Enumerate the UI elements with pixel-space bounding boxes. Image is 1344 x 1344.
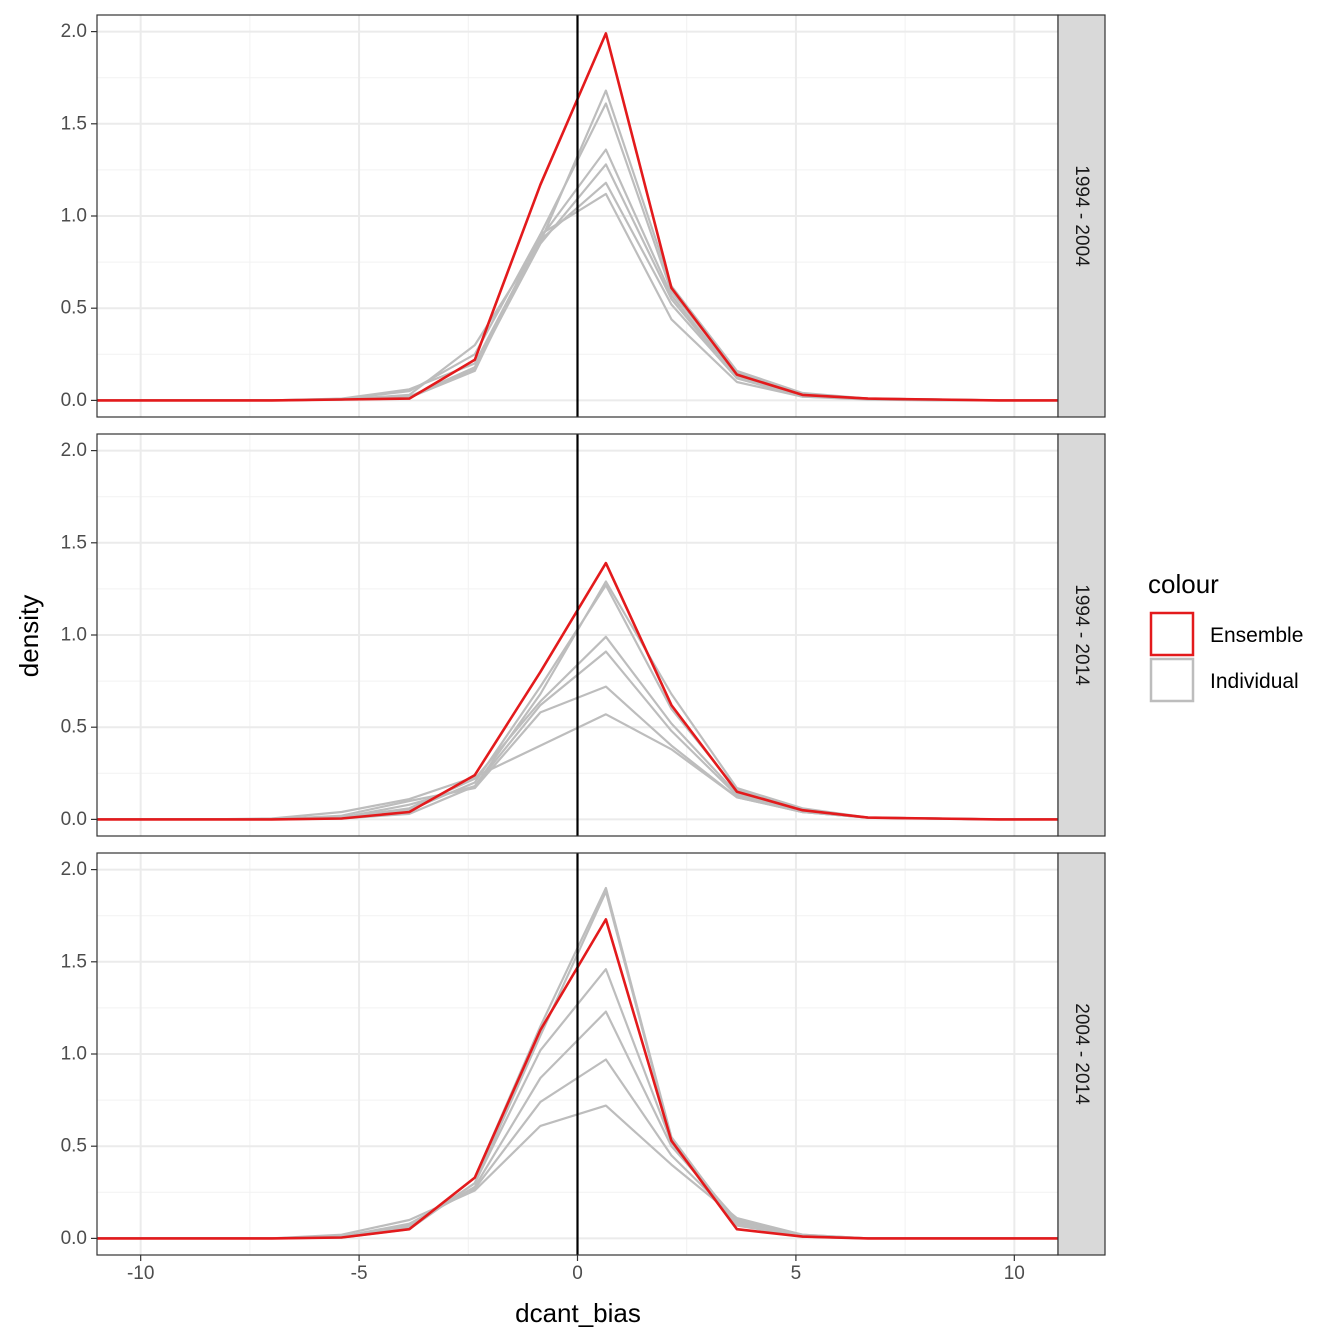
y-tick-label: 1.0 bbox=[61, 1044, 87, 1065]
facet-strip bbox=[1057, 14, 1106, 418]
legend-label-ensemble: Ensemble bbox=[1210, 624, 1303, 647]
facet-strip-label: 1994 - 2004 bbox=[1071, 165, 1092, 267]
panel-2: 1994 - 2014 0.0 0.5 1.0 1.5 2.0 bbox=[61, 433, 1106, 837]
y-tick-label: 0.5 bbox=[61, 298, 87, 319]
ensemble-series-line bbox=[97, 918, 1058, 1240]
y-tick-label: 2.0 bbox=[61, 859, 87, 880]
y-tick-label: 0.0 bbox=[61, 390, 87, 411]
x-tick-label: -5 bbox=[351, 1263, 368, 1284]
y-tick-label: 1.5 bbox=[61, 113, 87, 134]
ensemble-series-line bbox=[97, 32, 1058, 402]
ensemble-series-line bbox=[97, 561, 1058, 821]
x-tick-label: 10 bbox=[1004, 1263, 1025, 1284]
y-tick-label: 2.0 bbox=[61, 440, 87, 461]
y-tick-label: 0.0 bbox=[61, 809, 87, 830]
facet-strip bbox=[1057, 852, 1106, 1256]
facet-strip bbox=[1057, 433, 1106, 837]
legend-key-ensemble bbox=[1149, 611, 1195, 657]
legend-title: colour bbox=[1148, 569, 1219, 599]
panel-1: 1994 - 2004 0.0 0.5 1.0 1.5 2.0 bbox=[61, 14, 1106, 418]
x-tick-label: -10 bbox=[127, 1263, 154, 1284]
x-axis-title: dcant_bias bbox=[515, 1298, 641, 1328]
y-tick-label: 1.0 bbox=[61, 206, 87, 227]
y-tick-label: 1.5 bbox=[61, 951, 87, 972]
panels: 1994 - 2004 0.0 0.5 1.0 1.5 2.0 1994 - 2014 0.0… bbox=[61, 14, 1106, 1256]
y-axis-title: density bbox=[14, 595, 44, 677]
y-tick-label: 0.5 bbox=[61, 717, 87, 738]
legend: colour Ensemble Individual bbox=[1148, 569, 1303, 703]
x-tick-label: 0 bbox=[572, 1263, 583, 1284]
panel-3: 2004 - 2014 0.0 0.5 1.0 1.5 2.0 bbox=[61, 852, 1106, 1256]
x-tick-label: 5 bbox=[791, 1263, 802, 1284]
legend-key-individual bbox=[1149, 657, 1195, 703]
y-tick-label: 0.5 bbox=[61, 1136, 87, 1157]
facet-strip-label: 2004 - 2014 bbox=[1071, 1003, 1092, 1105]
y-tick-label: 1.5 bbox=[61, 532, 87, 553]
y-tick-label: 0.0 bbox=[61, 1228, 87, 1249]
x-axis: -10 -5 0 5 10 bbox=[127, 1255, 1025, 1284]
y-tick-label: 1.0 bbox=[61, 625, 87, 646]
legend-label-individual: Individual bbox=[1210, 670, 1299, 693]
facet-strip-label: 1994 - 2014 bbox=[1071, 584, 1092, 686]
y-tick-label: 2.0 bbox=[61, 21, 87, 42]
